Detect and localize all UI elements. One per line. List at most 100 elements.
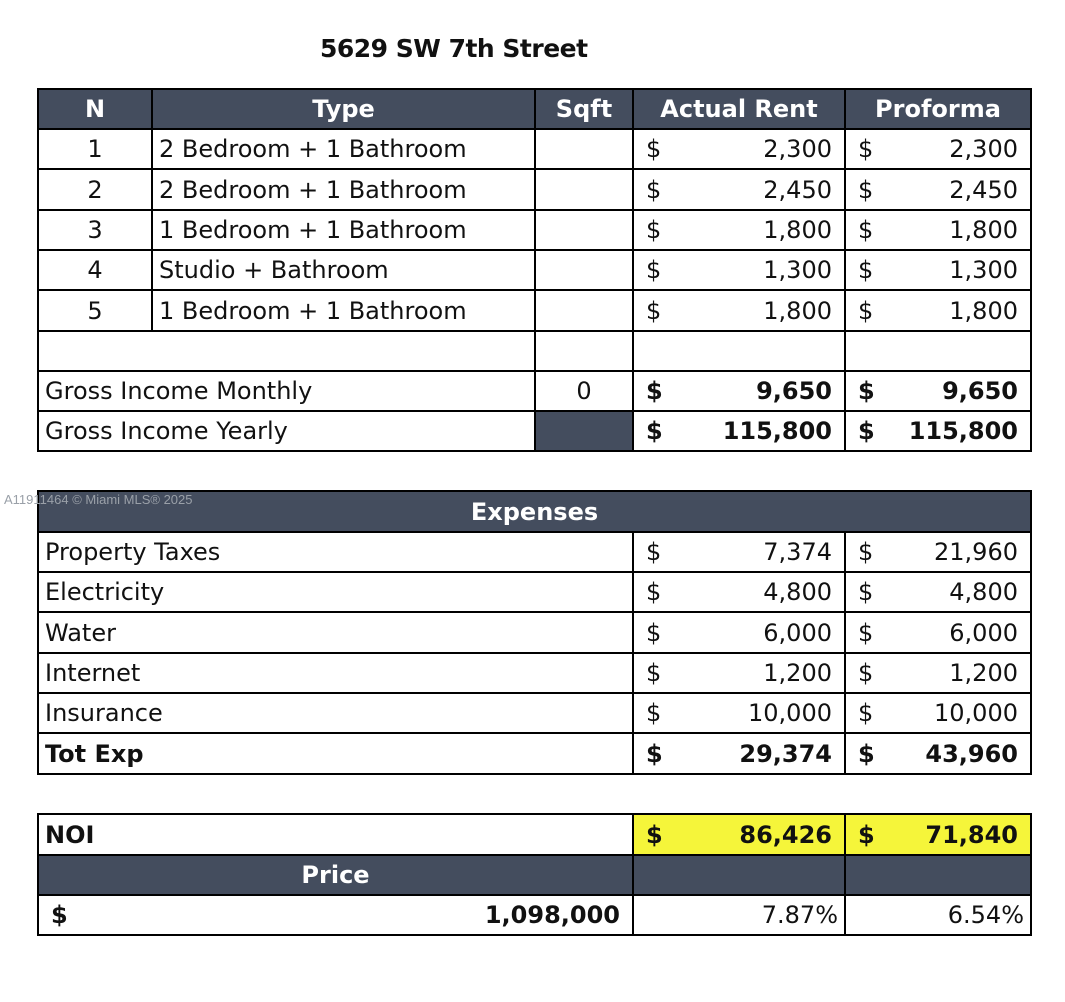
- cell-text: $: [646, 135, 662, 163]
- cell-text: Type: [312, 95, 375, 123]
- cell-text: 43,960: [925, 739, 1018, 768]
- cell-text: Sqft: [555, 95, 613, 123]
- cap-rate-proforma: 6.54%: [844, 894, 1032, 936]
- page-title: 5629 SW 7th Street: [320, 34, 588, 63]
- noi-label: NOI: [37, 813, 634, 856]
- header-n: N: [37, 88, 153, 130]
- expense-actual: $10,000: [632, 692, 846, 734]
- cell-text: 10,000: [934, 699, 1018, 727]
- actual-rent: $1,800: [632, 209, 846, 251]
- cell-text: $: [646, 175, 662, 204]
- expense-label: Insurance: [37, 692, 634, 734]
- cell-text: 2,300: [763, 135, 832, 163]
- cell-text: $: [646, 538, 662, 566]
- unit-sqft: [534, 168, 634, 211]
- gross-monthly-label: Gross Income Monthly: [37, 370, 536, 412]
- cell-text: $: [646, 417, 663, 445]
- cell-text: 6,000: [949, 618, 1018, 647]
- cell-text: $: [858, 377, 875, 405]
- cell-text: $: [646, 216, 662, 244]
- header-type: Type: [151, 88, 536, 130]
- cell-text: 1,800: [949, 216, 1018, 244]
- cell-text: $: [646, 699, 662, 727]
- cell-text: 9,650: [756, 377, 832, 405]
- cell-text: 1,800: [763, 296, 832, 325]
- proforma-rent: $1,800: [844, 209, 1032, 251]
- cell-text: $: [858, 699, 874, 727]
- unit-type: 2 Bedroom + 1 Bathroom: [151, 168, 536, 211]
- cell-text: 5: [87, 296, 103, 325]
- cell-text: 10,000: [748, 699, 832, 727]
- cell-text: Studio + Bathroom: [159, 256, 389, 284]
- expense-label: Electricity: [37, 571, 634, 613]
- total-expenses-actual: $29,374: [632, 732, 846, 775]
- cap-rate-actual: 7.87%: [632, 894, 846, 936]
- expense-label: Internet: [37, 652, 634, 694]
- cell-text: Tot Exp: [45, 739, 144, 768]
- gross-monthly-proforma: $9,650: [844, 370, 1032, 412]
- cell-text: 2,450: [949, 175, 1018, 204]
- unit-type: Studio + Bathroom: [151, 249, 536, 291]
- cell-text: 6,000: [763, 618, 832, 647]
- gross-monthly-sqft: 0: [534, 370, 634, 412]
- cell-text: $: [646, 739, 663, 768]
- unit-number: 1: [37, 128, 153, 170]
- cell-text: $: [858, 417, 875, 445]
- cell-text: $: [858, 659, 874, 687]
- cell-text: $: [646, 578, 662, 606]
- cell-text: 4,800: [949, 578, 1018, 606]
- cell-text: 1 Bedroom + 1 Bathroom: [159, 216, 467, 244]
- cell-text: 2: [87, 175, 103, 204]
- total-expenses-label: Tot Exp: [37, 732, 634, 775]
- blank: [534, 330, 634, 372]
- expense-proforma: $6,000: [844, 611, 1032, 654]
- cell-text: $: [646, 659, 662, 687]
- price-value: $1,098,000: [37, 894, 634, 936]
- cell-text: $: [858, 296, 874, 325]
- cell-text: 6.54%: [947, 901, 1024, 929]
- cell-text: N: [84, 95, 106, 123]
- cell-text: Insurance: [45, 699, 163, 727]
- cell-text: $: [646, 296, 662, 325]
- cell-text: 115,800: [908, 417, 1018, 445]
- proforma-rent: $1,300: [844, 249, 1032, 291]
- cell-text: Water: [45, 618, 116, 647]
- cell-text: 1,200: [949, 659, 1018, 687]
- proforma-rent: $2,300: [844, 128, 1032, 170]
- header-sqft: Sqft: [534, 88, 634, 130]
- gross-yearly-sqft: [534, 410, 634, 452]
- noi-proforma: $71,840: [844, 813, 1032, 856]
- blank: [37, 330, 536, 372]
- cell-text: 1,800: [763, 216, 832, 244]
- cell-text: 0: [576, 377, 592, 405]
- cell-text: $: [858, 739, 875, 768]
- unit-sqft: [534, 249, 634, 291]
- unit-type: 1 Bedroom + 1 Bathroom: [151, 209, 536, 251]
- cell-text: $: [51, 901, 68, 929]
- cell-text: 1: [87, 135, 103, 163]
- cell-text: 21,960: [934, 538, 1018, 566]
- blank: [632, 330, 846, 372]
- cell-text: $: [646, 820, 663, 849]
- cell-text: $: [858, 538, 874, 566]
- actual-rent: $1,300: [632, 249, 846, 291]
- cell-text: $: [646, 377, 663, 405]
- proforma-rent: $2,450: [844, 168, 1032, 211]
- cell-text: 2,450: [763, 175, 832, 204]
- cell-text: Internet: [45, 659, 141, 687]
- blank-header: [632, 854, 846, 896]
- total-expenses-proforma: $43,960: [844, 732, 1032, 775]
- unit-number: 2: [37, 168, 153, 211]
- expense-proforma: $10,000: [844, 692, 1032, 734]
- expense-actual: $6,000: [632, 611, 846, 654]
- proforma-rent: $1,800: [844, 289, 1032, 332]
- gross-yearly-proforma: $115,800: [844, 410, 1032, 452]
- unit-number: 5: [37, 289, 153, 332]
- price-header: Price: [37, 854, 634, 896]
- blank: [844, 330, 1032, 372]
- cell-text: 1,300: [763, 256, 832, 284]
- unit-type: 1 Bedroom + 1 Bathroom: [151, 289, 536, 332]
- cell-text: 71,840: [925, 820, 1018, 849]
- cell-text: 1,200: [763, 659, 832, 687]
- header-proforma: Proforma: [844, 88, 1032, 130]
